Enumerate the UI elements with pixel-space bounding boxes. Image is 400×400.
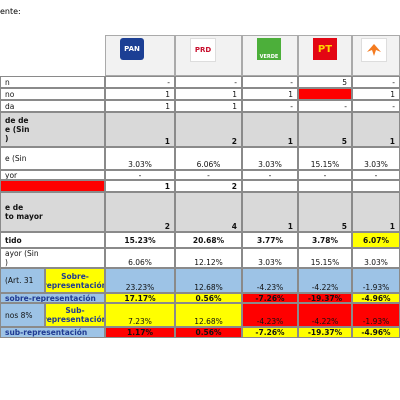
- table-cell: 2: [175, 112, 242, 147]
- table-cell: 3.03%: [242, 147, 298, 170]
- table-cell: 1.17%: [105, 327, 175, 338]
- table-cell: 1: [105, 88, 175, 100]
- table-cell: -: [242, 76, 298, 88]
- table-cell: 15.15%: [298, 248, 352, 268]
- logo: PT: [313, 38, 337, 60]
- logo: PRD: [190, 38, 216, 62]
- table-cell: -1.93%: [352, 268, 400, 293]
- table-cell: 3.78%: [298, 232, 352, 248]
- row-label: tido: [0, 232, 105, 248]
- table-cell: 12.68%: [175, 268, 242, 293]
- table-cell: [298, 180, 352, 192]
- table-cell: -: [298, 170, 352, 180]
- table-cell: -4.23%: [242, 303, 298, 327]
- row-label: de de e (Sin ): [0, 112, 105, 147]
- table-cell: 23.23%: [105, 268, 175, 293]
- table-cell: -19.37%: [298, 293, 352, 303]
- table-cell: 1: [175, 88, 242, 100]
- table-cell: -: [352, 100, 400, 112]
- table-cell: 1: [352, 112, 400, 147]
- table-cell: 6.06%: [105, 248, 175, 268]
- table-cell: 3.03%: [352, 248, 400, 268]
- row-label: sub-representación: [0, 327, 105, 338]
- table-cell: 6.07%: [352, 232, 400, 248]
- logo-box: PT: [298, 35, 352, 76]
- logo-box: PAN: [105, 35, 175, 76]
- table-cell: -4.23%: [242, 268, 298, 293]
- table-cell: 15.15%: [298, 147, 352, 170]
- row-label: yor: [0, 170, 105, 180]
- table-cell: 12.68%: [175, 303, 242, 327]
- table-cell: 3.03%: [105, 147, 175, 170]
- table-cell: 5: [298, 192, 352, 232]
- table-cell: 20.68%: [175, 232, 242, 248]
- row-label: n: [0, 76, 105, 88]
- logo-box: PRD: [175, 35, 242, 76]
- logo: VERDE: [257, 38, 281, 60]
- table-cell: 0.56%: [175, 293, 242, 303]
- table-cell: 0.56%: [175, 327, 242, 338]
- table-cell: [352, 180, 400, 192]
- logo: PAN: [120, 38, 144, 60]
- table-cell: 1: [105, 180, 175, 192]
- table-cell: -: [175, 76, 242, 88]
- row-label: sobre-representación: [0, 293, 105, 303]
- table-cell: -4.96%: [352, 327, 400, 338]
- row-label: [0, 180, 105, 192]
- table-cell: -7.26%: [242, 327, 298, 338]
- table-cell: -7.26%: [242, 293, 298, 303]
- table-cell: -1.93%: [352, 303, 400, 327]
- row-label: (Art. 31: [0, 268, 45, 293]
- table-cell: -: [242, 100, 298, 112]
- table-cell: 2: [175, 180, 242, 192]
- row-sublabel: Sub- representación: [45, 303, 105, 327]
- table-cell: 1: [352, 192, 400, 232]
- logo-icon: [367, 44, 381, 56]
- table-cell: 5: [298, 76, 352, 88]
- table-cell: [242, 180, 298, 192]
- table-cell: 1: [242, 192, 298, 232]
- table-cell: -4.96%: [352, 293, 400, 303]
- table-cell: [298, 88, 352, 100]
- table-cell: -4.22%: [298, 268, 352, 293]
- row-label: da: [0, 100, 105, 112]
- table-cell: 3.03%: [352, 147, 400, 170]
- table-cell: 5: [298, 112, 352, 147]
- table-cell: 15.23%: [105, 232, 175, 248]
- row-label: no: [0, 88, 105, 100]
- logo-box: VERDE: [242, 35, 298, 76]
- row-label: e (Sin: [0, 147, 105, 170]
- table-cell: 6.06%: [175, 147, 242, 170]
- row-label: ayor (Sin ): [0, 248, 105, 268]
- table-cell: 1: [105, 112, 175, 147]
- row-label: e de to mayor: [0, 192, 105, 232]
- table-cell: -: [298, 100, 352, 112]
- logo-box: [352, 35, 400, 76]
- table-cell: -: [352, 170, 400, 180]
- table-cell: 2: [105, 192, 175, 232]
- table-cell: 17.17%: [105, 293, 175, 303]
- table-cell: 4: [175, 192, 242, 232]
- table-cell: -19.37%: [298, 327, 352, 338]
- table-cell: -: [352, 76, 400, 88]
- table-cell: 12.12%: [175, 248, 242, 268]
- table-cell: -: [105, 76, 175, 88]
- table-cell: 1: [105, 100, 175, 112]
- row-label: nos 8%: [0, 303, 45, 327]
- table-cell: 1: [175, 100, 242, 112]
- table-cell: -: [105, 170, 175, 180]
- table-cell: 3.03%: [242, 248, 298, 268]
- table-cell: 3.77%: [242, 232, 298, 248]
- table-cell: 1: [352, 88, 400, 100]
- table-cell: -: [175, 170, 242, 180]
- table-cell: 7.23%: [105, 303, 175, 327]
- table-cell: -4.22%: [298, 303, 352, 327]
- row-sublabel: Sobre- representación: [45, 268, 105, 293]
- table-cell: -: [242, 170, 298, 180]
- table-cell: 1: [242, 88, 298, 100]
- table-cell: 1: [242, 112, 298, 147]
- header-title: ente:: [0, 7, 21, 16]
- logo: [361, 38, 387, 62]
